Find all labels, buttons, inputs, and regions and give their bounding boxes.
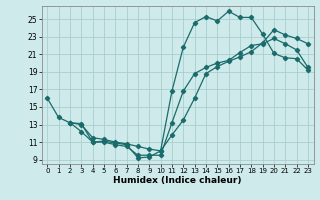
X-axis label: Humidex (Indice chaleur): Humidex (Indice chaleur) <box>113 176 242 185</box>
